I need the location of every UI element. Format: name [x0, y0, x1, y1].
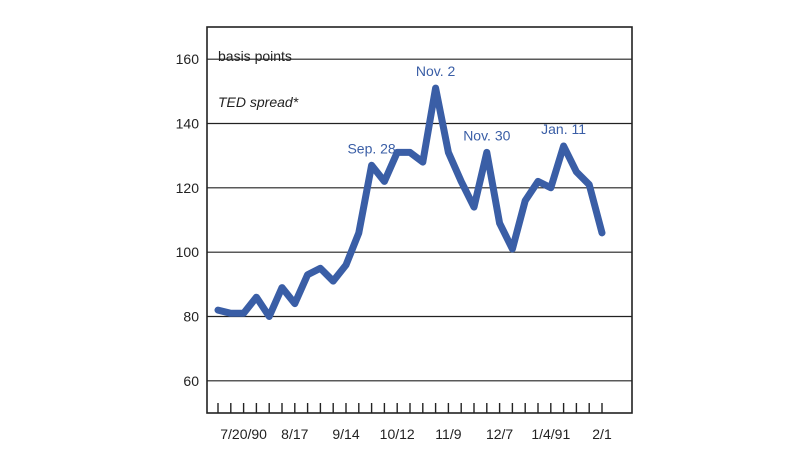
x-tick-label: 7/20/90	[220, 426, 267, 442]
y-tick-label-80: 80	[183, 309, 199, 325]
annotation-label: Nov. 30	[463, 127, 510, 143]
x-tick-label: 9/14	[332, 426, 359, 442]
x-axis-ticks: 7/20/90 8/17 9/14 10/12 11/9 12/7 1/4/91 2/1	[217, 403, 612, 442]
series-label: TED spread*	[218, 94, 299, 110]
x-tick-label: 11/9	[435, 426, 461, 442]
x-tick-label: 2/1	[592, 426, 612, 442]
x-tick-label: 12/7	[486, 426, 513, 442]
annotation-label: Jan. 11	[541, 121, 586, 137]
x-tick-label: 1/4/91	[531, 426, 570, 442]
y-tick-label-140: 140	[176, 116, 200, 132]
gridlines	[207, 58, 632, 382]
y-tick-label-60: 60	[183, 373, 199, 389]
ted-spread-line	[214, 84, 606, 320]
annotations: Sep. 28 Nov. 2 Nov. 30 Jan. 11	[347, 63, 586, 156]
plot-frame	[206, 26, 633, 414]
y-axis-ticks: 60 80 100 120 140 160	[176, 51, 200, 389]
annotation-label: Nov. 2	[416, 63, 456, 79]
x-tick-label: 8/17	[281, 426, 308, 442]
y-tick-label-120: 120	[176, 180, 200, 196]
y-axis-label: basis points	[218, 48, 292, 64]
annotation-label: Sep. 28	[347, 140, 395, 156]
y-tick-label-160: 160	[176, 51, 200, 67]
y-tick-label-100: 100	[176, 244, 200, 260]
x-tick-label: 10/12	[380, 426, 415, 442]
